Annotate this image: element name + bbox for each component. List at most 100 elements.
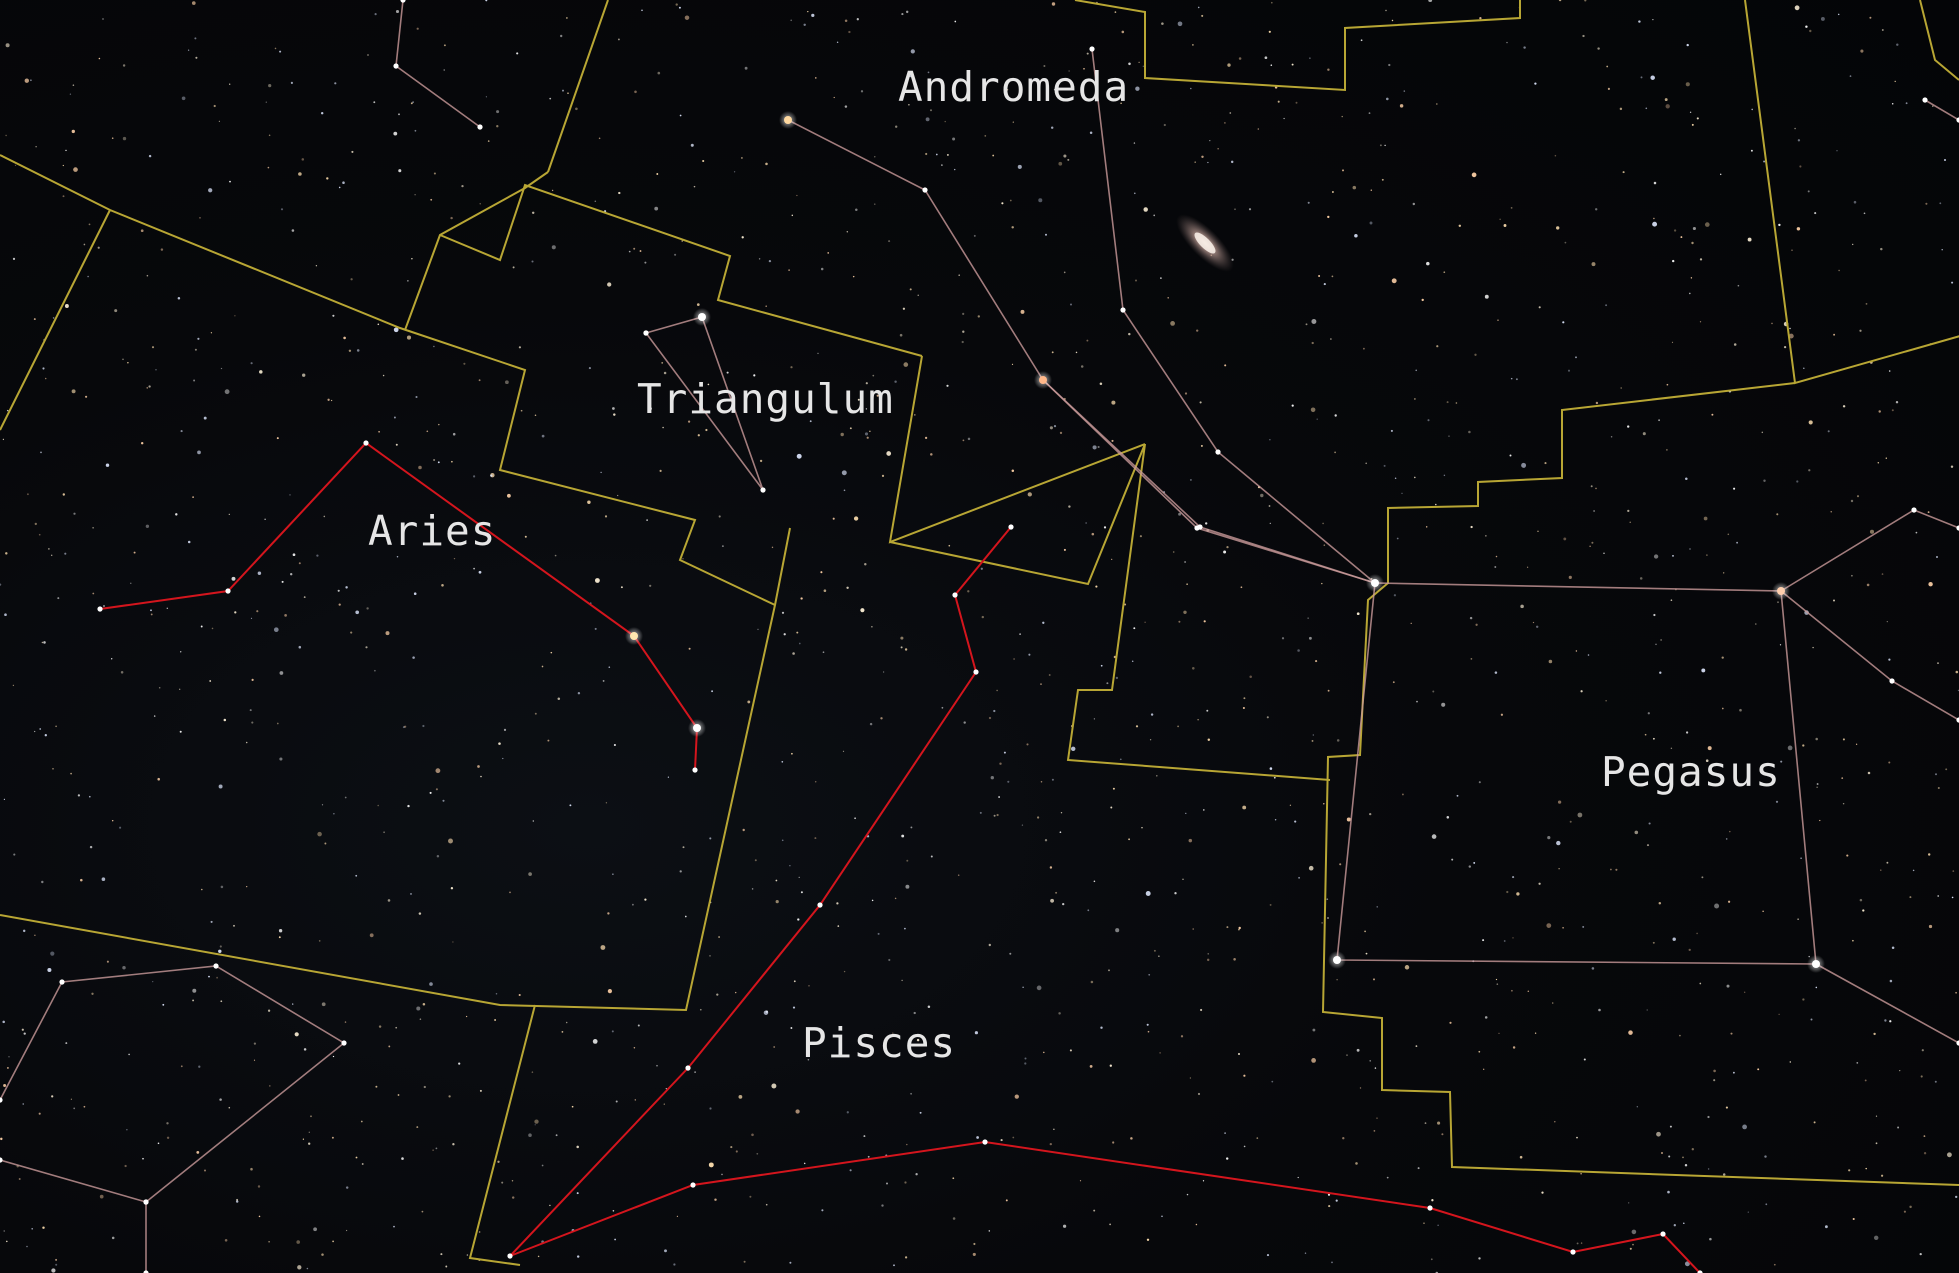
background-star — [1799, 165, 1802, 168]
label-aries[interactable]: Aries — [368, 507, 496, 555]
background-star — [860, 608, 865, 613]
background-star — [1427, 419, 1430, 422]
background-star — [1045, 233, 1047, 236]
background-star — [833, 96, 835, 99]
background-star — [162, 1003, 165, 1006]
background-star — [1691, 1148, 1694, 1151]
background-star — [549, 97, 552, 100]
background-star — [844, 105, 848, 108]
stick-figure-andromeda — [787, 119, 1376, 584]
background-star — [1590, 485, 1593, 488]
background-star — [1673, 1224, 1676, 1227]
background-star — [393, 327, 399, 333]
background-star — [1003, 751, 1006, 754]
stick-figure-cetus-head — [0, 1159, 147, 1203]
background-star — [1802, 744, 1805, 747]
background-star — [791, 752, 793, 755]
background-star — [1115, 928, 1120, 933]
background-star — [843, 970, 846, 973]
background-star — [276, 437, 279, 440]
background-star — [1775, 800, 1779, 803]
background-star — [1093, 718, 1096, 720]
background-star — [1776, 513, 1779, 516]
background-star — [204, 1169, 206, 1172]
background-star — [306, 1267, 309, 1270]
background-star — [709, 955, 711, 957]
background-star — [1028, 653, 1031, 656]
background-star — [721, 545, 724, 548]
background-star — [979, 811, 982, 814]
background-star — [14, 164, 17, 167]
background-star — [1059, 431, 1063, 435]
background-star — [1919, 1252, 1922, 1256]
background-star — [541, 665, 544, 668]
background-star — [1852, 939, 1854, 942]
background-star — [511, 1196, 515, 1199]
background-star — [1682, 1156, 1684, 1159]
background-star — [324, 842, 327, 845]
background-star — [781, 839, 784, 842]
background-star — [1391, 19, 1394, 22]
background-star — [477, 765, 480, 768]
background-star — [1326, 898, 1329, 900]
background-star — [5, 134, 7, 137]
background-star — [709, 837, 712, 840]
background-star — [594, 200, 597, 203]
bright-star — [784, 116, 792, 124]
label-pegasus[interactable]: Pegasus — [1601, 748, 1781, 796]
background-star — [1673, 229, 1677, 232]
label-andromeda[interactable]: Andromeda — [898, 63, 1129, 111]
andromeda-galaxy-icon[interactable] — [1168, 206, 1242, 280]
background-star — [1620, 387, 1623, 389]
stick-figure-triangulum — [645, 316, 764, 491]
background-star — [297, 1265, 302, 1270]
background-star — [1923, 1152, 1927, 1155]
background-star — [1701, 668, 1706, 673]
background-star — [1269, 767, 1273, 770]
background-star — [814, 781, 817, 783]
background-star — [1764, 1155, 1767, 1158]
background-star — [681, 240, 683, 242]
background-star — [1619, 107, 1623, 111]
background-star — [751, 1133, 754, 1137]
background-star — [267, 1009, 271, 1012]
background-star — [1270, 64, 1273, 66]
background-star — [1334, 414, 1337, 417]
background-star — [1862, 909, 1865, 912]
star-cetus-head — [59, 979, 65, 985]
background-star — [594, 578, 600, 583]
background-star — [1144, 621, 1146, 623]
background-star — [1841, 777, 1844, 779]
background-star — [298, 645, 302, 649]
background-star — [1026, 743, 1029, 746]
background-star — [1142, 65, 1144, 67]
background-star — [1342, 1137, 1345, 1140]
background-star — [1036, 985, 1042, 991]
background-star — [792, 652, 795, 655]
background-star — [1178, 620, 1181, 623]
background-star — [429, 982, 433, 986]
background-star — [1346, 1054, 1348, 1056]
background-star — [404, 725, 407, 728]
background-star — [279, 50, 282, 53]
background-star — [654, 206, 659, 211]
background-star — [901, 834, 905, 838]
background-star — [249, 709, 252, 712]
background-star — [665, 1087, 667, 1090]
background-star — [441, 584, 444, 587]
background-star — [1013, 658, 1015, 660]
background-star — [1040, 780, 1043, 783]
background-star — [709, 1107, 712, 1110]
background-star — [1812, 646, 1814, 649]
background-star — [1005, 1199, 1008, 1202]
label-pisces[interactable]: Pisces — [802, 1019, 956, 1067]
background-star — [1172, 551, 1175, 553]
background-star — [1240, 586, 1243, 589]
background-star — [1062, 902, 1065, 906]
label-triangulum[interactable]: Triangulum — [637, 375, 894, 423]
background-star — [1762, 910, 1764, 913]
background-star — [1719, 173, 1722, 176]
background-star — [693, 185, 696, 188]
